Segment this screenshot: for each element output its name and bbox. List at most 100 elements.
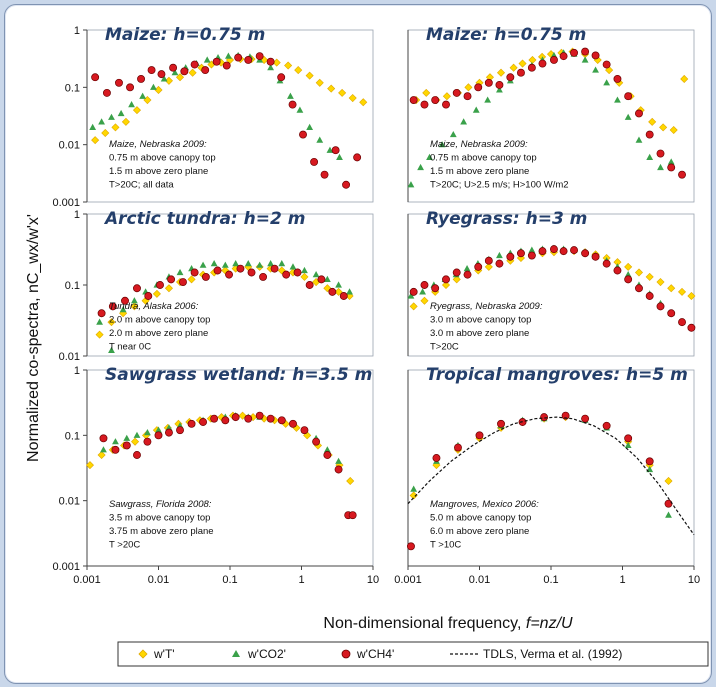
wCH4-point — [540, 413, 549, 422]
wCO2-point — [150, 83, 157, 90]
wCO2-point — [199, 261, 207, 268]
wCH4-point — [108, 302, 117, 311]
y-tick-label: 0.1 — [65, 430, 80, 442]
wCH4-point — [635, 109, 643, 118]
wCO2-point — [256, 261, 264, 268]
wCH4-point — [442, 100, 450, 109]
wCO2-point — [426, 153, 433, 160]
wCO2-point — [123, 434, 131, 441]
wCO2-point — [407, 181, 415, 188]
wT-point — [659, 123, 668, 132]
wT-point — [338, 88, 347, 97]
panel-1: 1 0.1 0.01 0.001 Maize: h=0.75 m Maize, Nebra… — [52, 25, 374, 209]
wCH4-point — [244, 414, 253, 423]
wCH4-point — [602, 259, 611, 268]
wCH4-point — [259, 272, 268, 281]
panel-3: 1 0.1 0.01 Arctic tundra: h=2 m Tundra, Alas… — [59, 209, 374, 363]
wCO2-point — [301, 266, 308, 274]
wCH4-point — [115, 78, 123, 87]
wCO2-point — [417, 163, 424, 171]
wT-point — [656, 278, 665, 287]
panel-note: 3.5 m above canopy top — [109, 513, 210, 524]
wT-point — [132, 106, 142, 115]
wCO2-point — [346, 288, 353, 295]
wCH4-point — [591, 51, 600, 60]
wCH4-point — [133, 284, 141, 293]
wCO2-point — [130, 297, 138, 304]
x-tick-label: 0.1 — [222, 574, 237, 586]
wCH4-point — [495, 81, 504, 89]
wCH4-point — [176, 426, 184, 435]
wCH4-point — [645, 457, 654, 466]
wCH4-point — [667, 163, 676, 172]
wT-point — [277, 266, 286, 275]
wCH4-point — [293, 268, 302, 277]
wCH4-point — [317, 275, 326, 284]
y-tick-label: 0.01 — [59, 351, 80, 363]
wCH4-point — [409, 287, 418, 296]
panel-title: Tropical mangroves: h=5 m — [426, 365, 688, 385]
wCH4-point — [255, 411, 264, 420]
wCH4-point — [121, 296, 129, 305]
wCO2-point — [665, 511, 672, 518]
wCH4-point — [559, 247, 568, 256]
wT-point — [452, 275, 461, 284]
x-tick-label: 0.1 — [543, 574, 558, 586]
y-tick-label: 1 — [74, 365, 80, 377]
wT-point — [164, 284, 173, 293]
wCH4-point — [201, 272, 210, 281]
wCH4-point — [495, 259, 504, 268]
panel-note: 3.0 m above canopy top — [430, 315, 531, 326]
wCH4-point — [328, 287, 337, 296]
wCH4-point — [613, 266, 622, 275]
y-tick-label: 1 — [74, 25, 80, 37]
wT-point — [441, 280, 451, 290]
y-axis-label: Normalized co-spectra, nC_wx/w'x' — [25, 214, 42, 462]
series — [407, 411, 673, 551]
wT-point — [509, 63, 518, 72]
wCH4-point — [463, 270, 472, 279]
wCH4-point — [463, 92, 472, 101]
wCO2-point — [624, 113, 632, 120]
wCH4-point — [179, 278, 187, 287]
wCH4-point — [527, 251, 536, 260]
wCO2-point — [323, 275, 331, 282]
wCO2-point — [96, 318, 103, 325]
wCH4-point — [656, 149, 665, 158]
series — [91, 55, 368, 145]
wCO2-point — [232, 260, 240, 267]
wT-point — [634, 268, 644, 277]
legend-wCH4-marker — [341, 649, 351, 659]
wT-point — [111, 123, 120, 132]
wCH4-point — [497, 419, 505, 428]
wCO2-point — [108, 113, 115, 120]
figure-frame — [4, 4, 712, 684]
wCH4-point — [312, 437, 321, 446]
wCO2-point — [267, 64, 275, 71]
wCH4-point — [624, 434, 633, 443]
wCO2-point — [460, 118, 468, 125]
wCH4-point — [442, 275, 450, 284]
wCH4-point — [678, 170, 686, 179]
wCH4-point — [431, 284, 440, 293]
wT-point — [91, 136, 100, 145]
wT-point — [518, 59, 527, 68]
x-tick-label: 0.01 — [469, 574, 490, 586]
wCH4-point — [334, 465, 343, 474]
wCH4-point — [431, 96, 440, 105]
wCO2-point — [117, 109, 125, 117]
wCO2-point — [614, 96, 621, 103]
wCH4-point — [581, 47, 590, 56]
panel-note: 0.75 m above canopy top — [109, 153, 216, 164]
wT-point — [605, 66, 614, 75]
wT-point — [175, 73, 185, 82]
y-tick-label: 0.1 — [65, 280, 80, 292]
wCO2-point — [210, 260, 218, 267]
wCH4-point — [270, 264, 279, 273]
legend-item-wCH4: w'CH4' — [341, 647, 394, 661]
wCO2-point — [108, 346, 115, 353]
wCH4-point — [213, 266, 222, 275]
wT-point — [348, 94, 357, 103]
wCH4-point — [300, 426, 309, 435]
wCH4-point — [570, 48, 578, 57]
